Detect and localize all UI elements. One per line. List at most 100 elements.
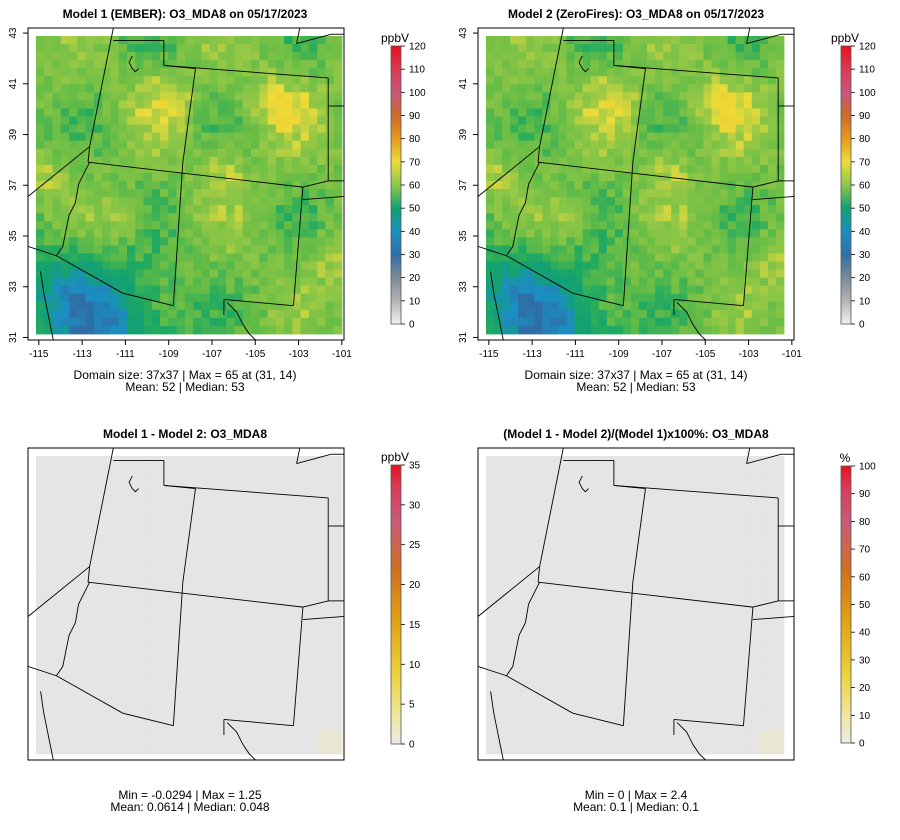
heatmap-cell — [574, 528, 584, 537]
heatmap-cell — [647, 568, 656, 578]
heatmap-cell — [44, 697, 53, 707]
heatmap-cell — [242, 568, 252, 578]
heatmap-cell — [217, 253, 227, 262]
heatmap-cell — [639, 536, 648, 545]
heatmap-cell — [102, 325, 111, 335]
heatmap-cell — [582, 520, 592, 529]
heatmap-cell — [566, 584, 575, 594]
heatmap-cell — [69, 737, 78, 747]
heatmap-cell — [502, 464, 511, 473]
heatmap-cell — [542, 116, 551, 125]
heatmap-cell — [735, 301, 745, 311]
heatmap-cell — [679, 301, 688, 311]
heatmap-cell — [711, 148, 720, 158]
heatmap-cell — [193, 116, 202, 125]
heatmap-cell — [60, 172, 70, 182]
heatmap-cell — [201, 237, 211, 246]
heatmap-cell — [300, 124, 310, 134]
heatmap-cell — [695, 197, 704, 206]
heatmap-cell — [606, 512, 616, 521]
x-tick-label: -111 — [566, 349, 585, 360]
heatmap-cell — [292, 317, 302, 327]
heatmap-cell — [284, 633, 293, 642]
heatmap-cell — [719, 309, 729, 319]
heatmap-cell — [534, 464, 543, 473]
heatmap-cell — [663, 277, 672, 287]
heatmap-cell — [630, 544, 640, 554]
heatmap-cell — [126, 189, 136, 198]
heatmap-cell — [719, 213, 729, 222]
heatmap-cell — [151, 156, 161, 166]
x-tick-label: -107 — [652, 349, 672, 360]
heatmap-cell — [217, 261, 227, 270]
heatmap-cell — [267, 237, 277, 246]
heatmap-cell — [300, 84, 310, 93]
heatmap-cell — [542, 325, 551, 335]
coastline-line — [226, 302, 256, 340]
heatmap-cell — [759, 269, 769, 279]
heatmap-cell — [671, 464, 680, 473]
heatmap-cell — [69, 44, 78, 53]
heatmap-cell — [110, 301, 120, 311]
heatmap-cell — [292, 576, 302, 586]
heatmap-cell — [518, 245, 527, 254]
heatmap-cell — [703, 36, 712, 45]
heatmap-cell — [687, 552, 696, 562]
heatmap-cell — [160, 52, 169, 61]
heatmap-cell — [69, 116, 78, 125]
heatmap-cell — [695, 504, 704, 513]
heatmap-cell — [711, 221, 720, 230]
heatmap-cell — [308, 100, 318, 109]
heatmap-cell — [118, 729, 128, 739]
heatmap-cell — [143, 504, 153, 513]
heatmap-cell — [60, 600, 70, 610]
heatmap-cell — [300, 60, 310, 69]
heatmap-cell — [44, 100, 53, 109]
heatmap-cell — [622, 293, 632, 303]
heatmap-cell — [308, 148, 318, 158]
heatmap-cell — [93, 641, 103, 650]
heatmap-cell — [558, 253, 567, 262]
heatmap-cell — [44, 488, 53, 497]
heatmap-cell — [77, 464, 87, 473]
heatmap-cell — [325, 197, 335, 206]
heatmap-cell — [135, 84, 144, 93]
heatmap-cell — [590, 213, 600, 222]
heatmap-cell — [743, 148, 753, 158]
heatmap-cell — [267, 229, 277, 238]
heatmap-cell — [308, 512, 318, 521]
heatmap-cell — [639, 293, 648, 303]
heatmap-cell — [234, 36, 244, 45]
heatmap-cell — [614, 164, 624, 174]
heatmap-cell — [193, 536, 202, 545]
heatmap-cell — [510, 520, 519, 529]
heatmap-cell — [317, 681, 326, 690]
heatmap-cell — [510, 464, 519, 473]
heatmap-cell — [234, 92, 244, 101]
heatmap-cell — [85, 92, 95, 101]
heatmap-cell — [727, 221, 737, 230]
heatmap-cell — [486, 568, 495, 578]
heatmap-cell — [135, 124, 144, 134]
heatmap-cell — [126, 325, 136, 335]
heatmap-cell — [727, 116, 737, 125]
heatmap-cell — [168, 213, 177, 222]
heatmap-cell — [184, 705, 194, 715]
heatmap-cell — [558, 301, 567, 311]
heatmap-cell — [36, 108, 45, 117]
heatmap-cell — [160, 116, 169, 125]
heatmap-cell — [118, 584, 128, 594]
heatmap-cell — [614, 325, 624, 335]
heatmap-cell — [325, 705, 335, 715]
heatmap-cell — [767, 325, 777, 335]
heatmap-cell — [275, 609, 285, 618]
heatmap-cell — [44, 456, 53, 465]
heatmap-cell — [251, 156, 260, 166]
heatmap-cell — [550, 456, 559, 465]
heatmap-cell — [486, 325, 495, 335]
heatmap-cell — [655, 584, 664, 594]
heatmap-cell — [193, 68, 202, 77]
heatmap-cell — [743, 116, 753, 125]
colorbar-tick-label: 50 — [859, 204, 871, 215]
heatmap-cell — [703, 504, 712, 513]
